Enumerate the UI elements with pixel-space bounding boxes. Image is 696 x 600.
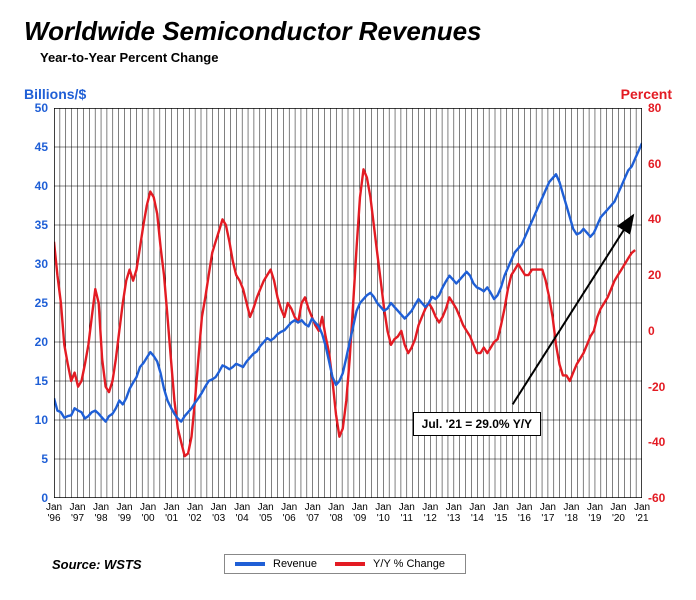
legend-swatch-yoy [335,562,365,566]
x-tick: Jan'01 [161,502,183,524]
x-tick: Jan'17 [537,502,559,524]
left-tick: 10 [24,413,48,427]
x-tick: Jan'13 [443,502,465,524]
left-tick: 50 [24,101,48,115]
x-tick: Jan'14 [466,502,488,524]
x-tick: Jan'08 [325,502,347,524]
left-tick: 5 [24,452,48,466]
x-tick: Jan'97 [67,502,89,524]
right-axis-title: Percent [621,86,672,102]
x-tick: Jan'98 [90,502,112,524]
source-label: Source: WSTS [52,557,142,572]
left-tick: 25 [24,296,48,310]
left-tick: 40 [24,179,48,193]
legend-label-revenue: Revenue [273,558,327,570]
x-tick: Jan'16 [513,502,535,524]
left-tick: 20 [24,335,48,349]
x-tick: Jan'09 [349,502,371,524]
x-tick: Jan'15 [490,502,512,524]
x-tick: Jan'96 [43,502,65,524]
x-tick: Jan'11 [396,502,418,524]
legend: Revenue Y/Y % Change [224,554,466,574]
left-tick: 15 [24,374,48,388]
right-tick: 40 [648,212,678,226]
legend-swatch-revenue [235,562,265,566]
plot-area [54,108,642,498]
left-tick: 30 [24,257,48,271]
right-tick: -40 [648,435,678,449]
left-tick: 35 [24,218,48,232]
annotation-box: Jul. '21 = 29.0% Y/Y [413,412,541,436]
chart-subtitle: Year-to-Year Percent Change [40,50,218,65]
x-tick: Jan'20 [607,502,629,524]
right-tick: 20 [648,268,678,282]
chart-container: Worldwide Semiconductor Revenues Year-to… [0,0,696,600]
x-tick: Jan'00 [137,502,159,524]
x-tick: Jan'07 [302,502,324,524]
right-tick: 60 [648,157,678,171]
x-tick: Jan'02 [184,502,206,524]
chart-title: Worldwide Semiconductor Revenues [24,16,482,47]
left-tick: 45 [24,140,48,154]
right-tick: -20 [648,380,678,394]
left-axis-title: Billions/$ [24,86,86,102]
plot-svg [54,108,642,498]
x-tick: Jan'99 [114,502,136,524]
x-tick: Jan'18 [560,502,582,524]
x-tick: Jan'06 [278,502,300,524]
x-tick: Jan'05 [255,502,277,524]
x-tick: Jan'12 [419,502,441,524]
x-tick: Jan'10 [372,502,394,524]
x-tick: Jan'04 [231,502,253,524]
legend-label-yoy: Y/Y % Change [373,558,455,570]
x-tick: Jan'21 [631,502,653,524]
x-tick: Jan'19 [584,502,606,524]
x-tick: Jan'03 [208,502,230,524]
right-tick: 80 [648,101,678,115]
right-tick: 0 [648,324,678,338]
